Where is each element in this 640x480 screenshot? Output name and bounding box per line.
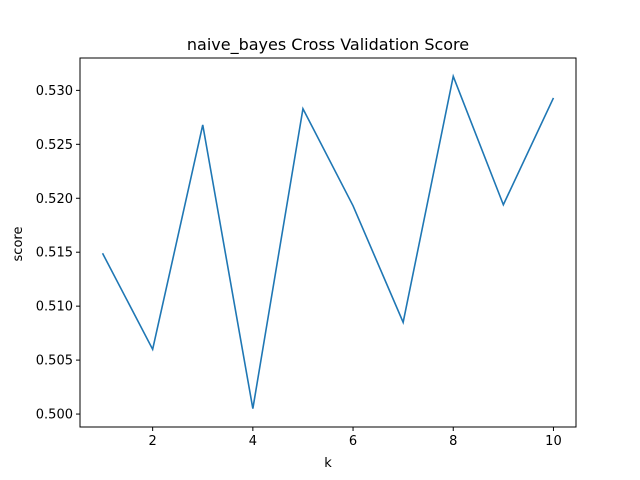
y-tick-label: 0.520	[36, 192, 73, 207]
y-tick-label: 0.500	[36, 408, 73, 423]
y-tick-label: 0.525	[36, 138, 73, 153]
series-line-0	[101, 73, 555, 409]
axes-frame	[79, 57, 577, 428]
y-tick-label: 0.530	[36, 84, 73, 99]
y-tick-label: 0.515	[36, 246, 73, 261]
x-tick-label: 6	[349, 434, 357, 449]
x-tick-label: 4	[249, 434, 257, 449]
x-tick-label: 8	[449, 434, 457, 449]
x-tick-label: 10	[545, 434, 562, 449]
plot-area	[101, 73, 555, 409]
y-tick-label: 0.505	[36, 354, 73, 369]
chart-title: naive_bayes Cross Validation Score	[187, 35, 469, 55]
x-tick-label: 2	[149, 434, 157, 449]
x-axis-ticks: 2 4 6 8 10	[149, 427, 562, 449]
y-axis-ticks: 0.500 0.505 0.510 0.515 0.520 0.525 0.530	[36, 84, 80, 423]
y-axis-label: score	[11, 227, 26, 262]
x-axis-label: k	[324, 456, 332, 471]
y-tick-label: 0.510	[36, 300, 73, 315]
